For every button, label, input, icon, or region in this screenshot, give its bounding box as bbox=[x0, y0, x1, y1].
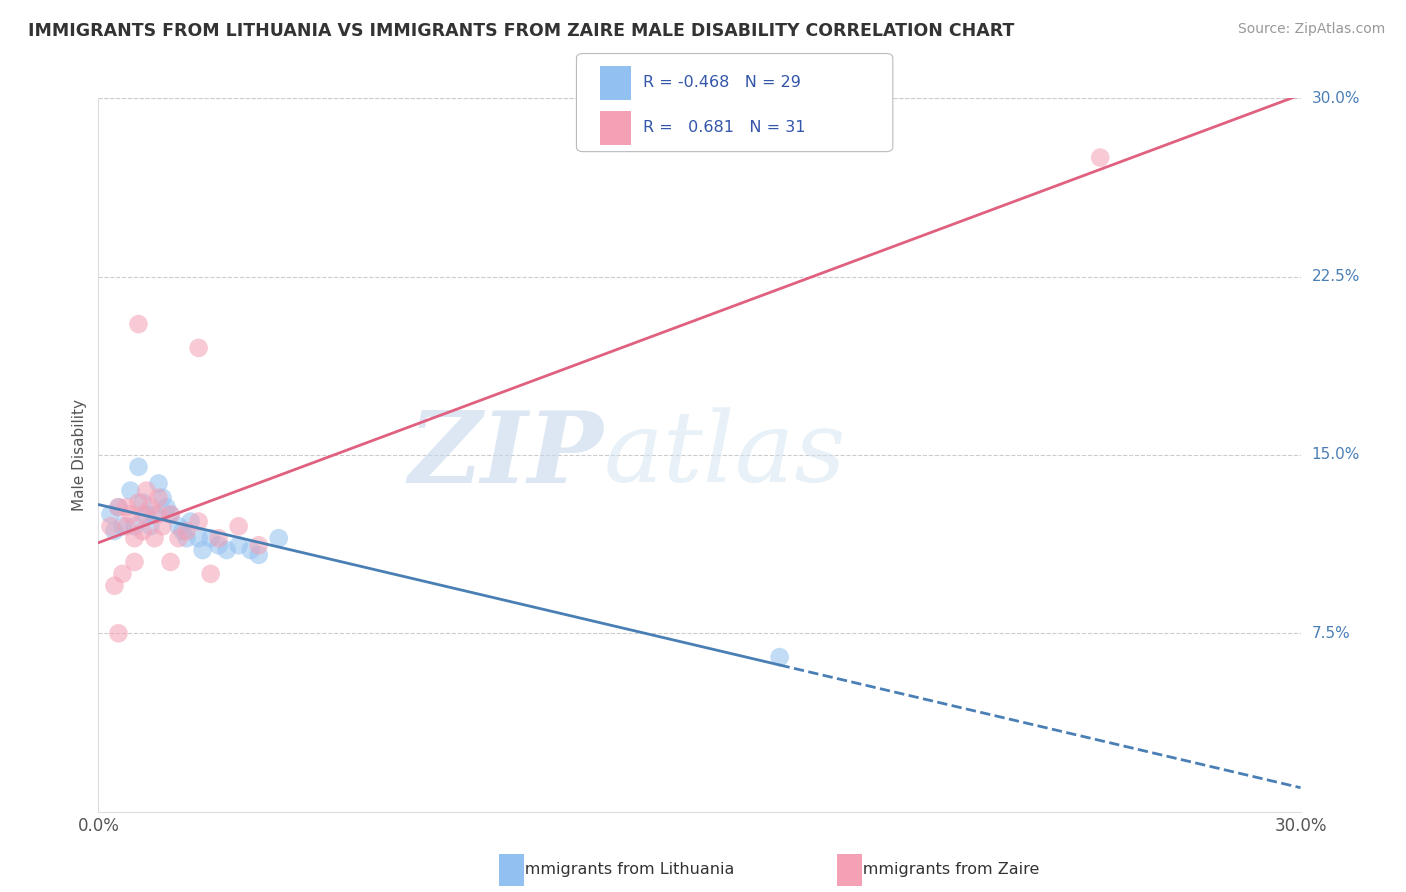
Point bbox=[1088, 151, 1111, 165]
Point bbox=[215, 543, 238, 558]
Point bbox=[100, 519, 122, 533]
Point bbox=[148, 476, 170, 491]
Text: 15.0%: 15.0% bbox=[1312, 448, 1360, 462]
Text: R =   0.681   N = 31: R = 0.681 N = 31 bbox=[643, 120, 806, 135]
Point bbox=[143, 508, 166, 522]
Point bbox=[187, 341, 209, 355]
Point bbox=[100, 508, 122, 522]
Point bbox=[135, 508, 157, 522]
Point bbox=[128, 317, 150, 331]
Point bbox=[152, 491, 174, 505]
Text: Immigrants from Lithuania: Immigrants from Lithuania bbox=[520, 863, 734, 877]
Point bbox=[155, 500, 177, 515]
Text: IMMIGRANTS FROM LITHUANIA VS IMMIGRANTS FROM ZAIRE MALE DISABILITY CORRELATION C: IMMIGRANTS FROM LITHUANIA VS IMMIGRANTS … bbox=[28, 22, 1015, 40]
Point bbox=[103, 524, 125, 538]
Point bbox=[228, 519, 250, 533]
Point bbox=[107, 500, 129, 515]
Point bbox=[103, 579, 125, 593]
Point bbox=[120, 483, 142, 498]
Point bbox=[176, 531, 198, 545]
Point bbox=[124, 519, 146, 533]
Point bbox=[115, 500, 138, 515]
Point bbox=[111, 566, 134, 581]
Point bbox=[247, 538, 270, 552]
Point bbox=[200, 531, 222, 545]
Text: R = -0.468   N = 29: R = -0.468 N = 29 bbox=[643, 76, 800, 90]
Point bbox=[135, 483, 157, 498]
Point bbox=[131, 524, 153, 538]
Point bbox=[148, 508, 170, 522]
Point bbox=[159, 508, 181, 522]
Point bbox=[208, 531, 231, 545]
Point bbox=[139, 500, 162, 515]
Text: 7.5%: 7.5% bbox=[1312, 626, 1351, 640]
Point bbox=[120, 508, 142, 522]
Point bbox=[107, 626, 129, 640]
Point bbox=[131, 508, 153, 522]
Point bbox=[187, 515, 209, 529]
Point bbox=[247, 548, 270, 562]
Text: atlas: atlas bbox=[603, 408, 846, 502]
Text: Immigrants from Zaire: Immigrants from Zaire bbox=[858, 863, 1039, 877]
Point bbox=[200, 566, 222, 581]
Point bbox=[148, 491, 170, 505]
Point bbox=[187, 531, 209, 545]
Point bbox=[768, 650, 790, 665]
Point bbox=[139, 519, 162, 533]
Point bbox=[159, 555, 181, 569]
Point bbox=[180, 515, 202, 529]
Point bbox=[124, 555, 146, 569]
Point bbox=[239, 543, 262, 558]
Point bbox=[124, 531, 146, 545]
Point bbox=[267, 531, 290, 545]
Point bbox=[128, 495, 150, 509]
Point bbox=[131, 495, 153, 509]
Point bbox=[111, 519, 134, 533]
Point bbox=[115, 519, 138, 533]
Point bbox=[208, 538, 231, 552]
Point bbox=[128, 459, 150, 474]
Point bbox=[167, 531, 190, 545]
Y-axis label: Male Disability: Male Disability bbox=[72, 399, 87, 511]
Point bbox=[143, 531, 166, 545]
Text: ZIP: ZIP bbox=[408, 407, 603, 503]
Point bbox=[228, 538, 250, 552]
Point bbox=[167, 519, 190, 533]
Point bbox=[107, 500, 129, 515]
Point bbox=[152, 519, 174, 533]
Point bbox=[191, 543, 214, 558]
Point bbox=[176, 524, 198, 538]
Text: 22.5%: 22.5% bbox=[1312, 269, 1360, 284]
Text: Source: ZipAtlas.com: Source: ZipAtlas.com bbox=[1237, 22, 1385, 37]
Point bbox=[159, 508, 181, 522]
Point bbox=[172, 524, 194, 538]
Text: 30.0%: 30.0% bbox=[1312, 91, 1360, 105]
